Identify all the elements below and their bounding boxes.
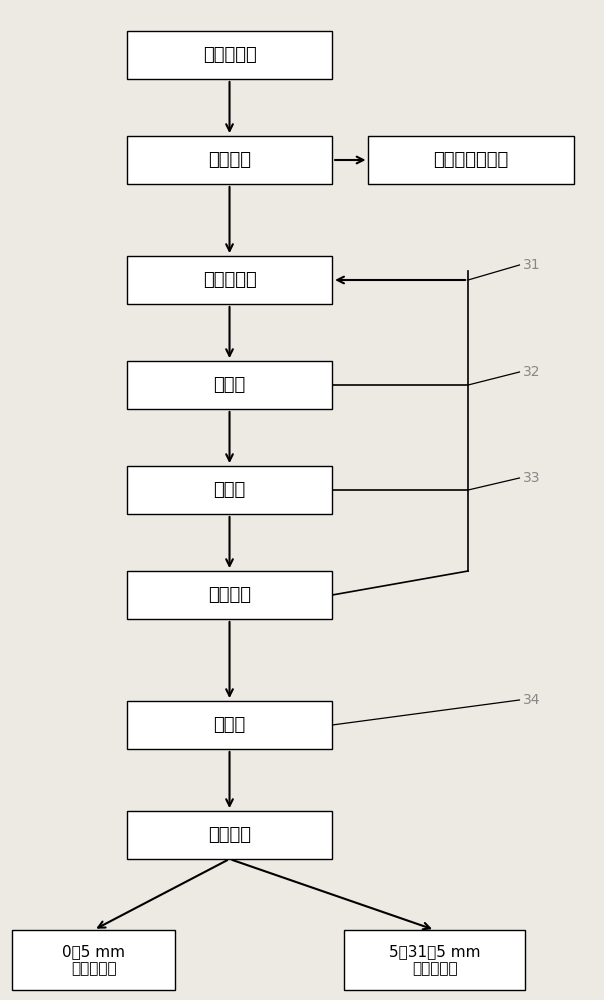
FancyBboxPatch shape (127, 31, 332, 79)
Text: 32: 32 (522, 365, 540, 379)
Text: 废弃混凝土: 废弃混凝土 (203, 46, 256, 64)
Text: 5－31．5 mm
再生粗骨料: 5－31．5 mm 再生粗骨料 (389, 944, 481, 976)
Text: 0－5 mm
再生细骨料: 0－5 mm 再生细骨料 (62, 944, 125, 976)
Text: 颚式破碎机: 颚式破碎机 (203, 271, 256, 289)
Text: 人工分选: 人工分选 (208, 151, 251, 169)
FancyBboxPatch shape (127, 466, 332, 514)
FancyBboxPatch shape (368, 136, 574, 184)
Text: 31: 31 (522, 258, 540, 272)
Text: 34: 34 (522, 693, 540, 707)
FancyBboxPatch shape (344, 930, 525, 990)
FancyBboxPatch shape (127, 571, 332, 619)
Text: 磁选机: 磁选机 (213, 376, 246, 394)
FancyBboxPatch shape (127, 361, 332, 409)
Text: 一次筛分: 一次筛分 (208, 586, 251, 604)
FancyBboxPatch shape (127, 256, 332, 304)
Text: 大块钢筋、木材: 大块钢筋、木材 (434, 151, 509, 169)
FancyBboxPatch shape (12, 930, 175, 990)
FancyBboxPatch shape (127, 136, 332, 184)
FancyBboxPatch shape (127, 811, 332, 859)
FancyBboxPatch shape (127, 701, 332, 749)
Text: 球磨机: 球磨机 (213, 716, 246, 734)
Text: 分离台: 分离台 (213, 481, 246, 499)
Text: 33: 33 (522, 471, 540, 485)
Text: 二次筛分: 二次筛分 (208, 826, 251, 844)
